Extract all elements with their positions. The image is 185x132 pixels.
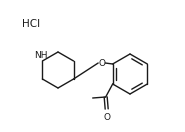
Text: HCl: HCl: [22, 19, 40, 29]
Text: O: O: [98, 58, 105, 67]
Text: O: O: [103, 112, 110, 121]
Text: NH: NH: [34, 51, 47, 60]
